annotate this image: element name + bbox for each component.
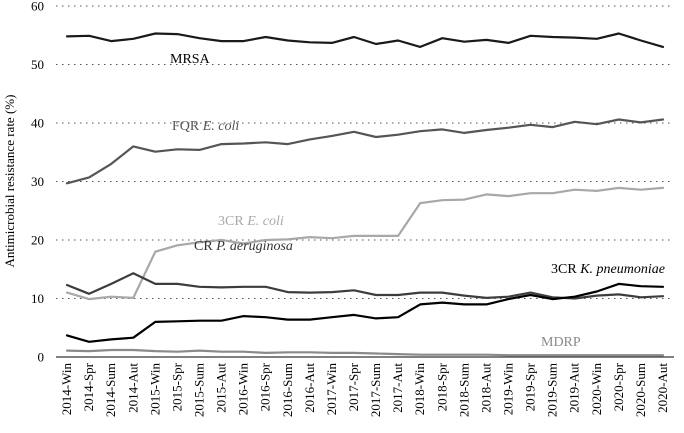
x-tick-label: 2019-Aut — [567, 363, 582, 413]
x-tick-label: 2019-Win — [501, 363, 516, 416]
x-tick-label: 2020-Win — [589, 363, 604, 416]
x-tick-label: 2020-Aut — [655, 363, 670, 413]
y-tick-label: 0 — [38, 350, 45, 365]
x-tick-label: 2015-Win — [147, 363, 162, 416]
x-tick-label: 2018-Sum — [456, 363, 471, 417]
series-label-mrsa: MRSA — [170, 52, 211, 67]
series-line-fqr-e-coli — [65, 118, 665, 185]
y-tick-label: 10 — [31, 291, 44, 306]
y-axis-title: Antimicrobial resistance rate (%) — [2, 95, 17, 268]
y-tick-label: 50 — [31, 57, 44, 72]
x-tick-label: 2018-Win — [412, 363, 427, 416]
series-label-mdrp: MDRP — [541, 335, 581, 350]
y-tick-label: 30 — [31, 174, 44, 189]
x-tick-label: 2015-Spr — [169, 362, 184, 411]
y-tick-label: 60 — [31, 0, 44, 14]
x-tick-label: 2018-Aut — [478, 363, 493, 413]
x-tick-label: 2017-Spr — [346, 362, 361, 411]
series-line-mrsa — [65, 32, 665, 49]
series-line-mdrp — [65, 348, 665, 357]
y-tick-labels: 0 10 20 30 40 50 60 — [31, 0, 44, 365]
x-tick-label: 2016-Win — [236, 363, 251, 416]
x-tick-label: 2017-Sum — [368, 363, 383, 417]
series-line-3cr-e-coli — [65, 186, 665, 301]
x-tick-label: 2018-Spr — [434, 362, 449, 411]
series-line-cr-p-aeruginosa — [65, 272, 665, 300]
x-tick-label: 2015-Aut — [214, 363, 229, 413]
x-tick-label: 2014-Aut — [125, 363, 140, 413]
series-labels: MRSA FQR E. coli 3CR E. coli CR P. aerugino… — [170, 52, 665, 350]
x-tick-label: 2019-Sum — [545, 363, 560, 417]
x-tick-label: 2020-Spr — [611, 362, 626, 411]
series-label-3cr-e-coli: 3CR E. coli — [218, 214, 284, 229]
grid-lines — [56, 5, 674, 299]
series-label-cr-p-aeruginosa: CR P. aeruginosa — [194, 239, 293, 254]
x-tick-label: 2016-Aut — [302, 363, 317, 413]
x-tick-label: 2014-Sum — [103, 363, 118, 417]
x-tick-label: 2016-Spr — [258, 362, 273, 411]
x-tick-label: 2014-Win — [59, 363, 74, 416]
x-tick-label: 2014-Spr — [81, 362, 96, 411]
series-line-3cr-k-pneumoniae — [65, 282, 665, 343]
x-tick-label: 2016-Sum — [280, 363, 295, 417]
x-tick-label: 2017-Aut — [390, 363, 405, 413]
y-tick-label: 20 — [31, 233, 44, 248]
series-label-fqr-e-coli: FQR E. coli — [172, 119, 239, 134]
y-tick-label: 40 — [31, 116, 44, 131]
x-tick-labels: 2014-Win 2014-Spr 2014-Sum 2014-Aut 2015-Win… — [59, 362, 670, 417]
series-lines — [65, 32, 665, 357]
x-tick-label: 2020-Sum — [633, 363, 648, 417]
x-tick-label: 2017-Win — [324, 363, 339, 416]
x-tick-label: 2019-Spr — [523, 362, 538, 411]
x-tick-label: 2015-Sum — [192, 363, 207, 417]
series-label-3cr-k-pneumoniae: 3CR K. pneumoniae — [551, 262, 665, 277]
